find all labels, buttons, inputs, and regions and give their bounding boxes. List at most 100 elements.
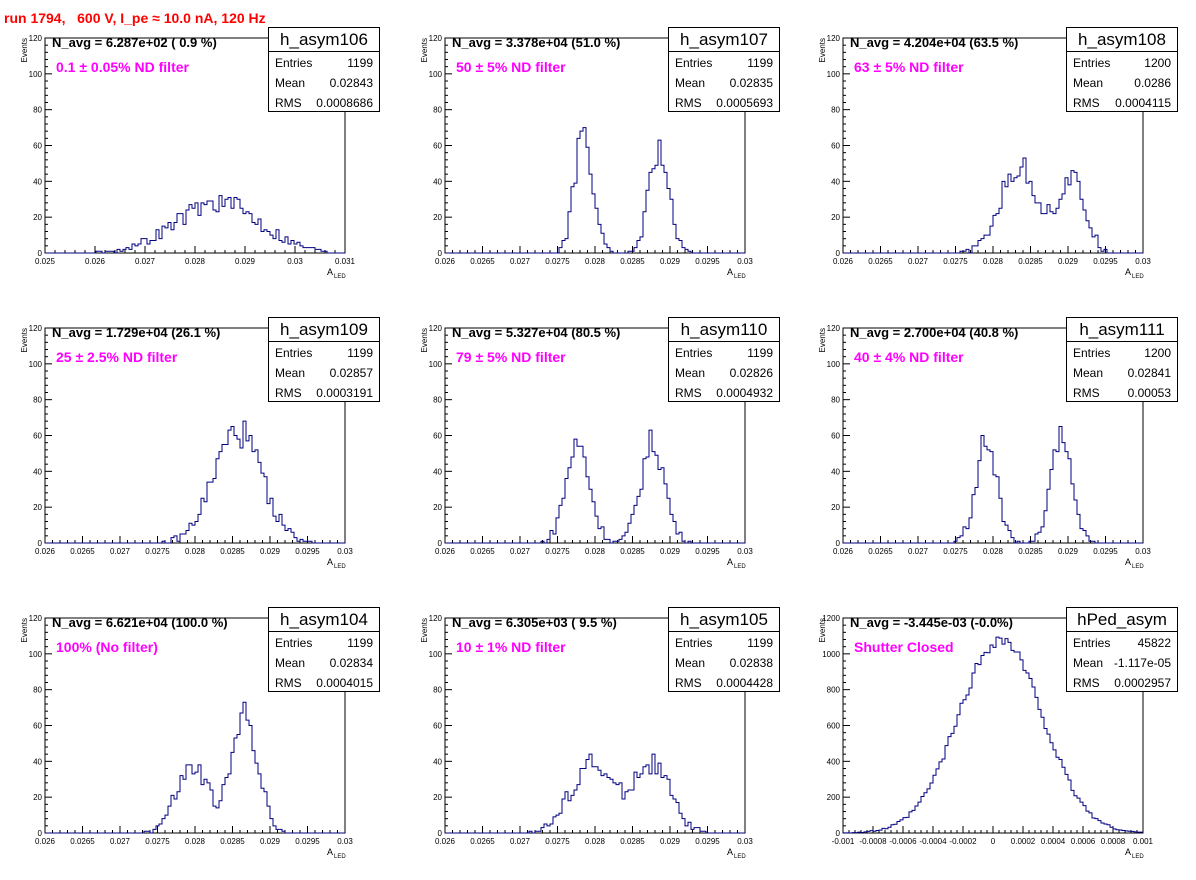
stats-value: 0.0008686 [316, 96, 373, 110]
y-tick-label: 1200 [822, 614, 840, 623]
stats-value: 1200 [1144, 346, 1171, 360]
stats-value: 1199 [747, 636, 773, 650]
stats-row-entries: Entries 1200 [1073, 343, 1171, 363]
x-tick-label: 0.027 [110, 547, 131, 556]
stats-value: 0.02826 [729, 366, 773, 380]
y-tick-label: 40 [33, 177, 42, 186]
x-tick-label: 0.026 [85, 257, 106, 266]
stats-key: Entries [675, 56, 713, 70]
y-tick-label: 600 [827, 722, 841, 731]
stats-box: h_asym105 Entries 1199 Mean 0.02838 RMS 0.0004… [668, 607, 780, 692]
x-tick-label: 0.028 [983, 257, 1004, 266]
y-tick-label: 100 [429, 360, 443, 369]
x-axis-subscript: LED [734, 854, 746, 860]
y-tick-label: 20 [33, 503, 42, 512]
stats-key: Entries [275, 346, 313, 360]
x-tick-label: 0.0285 [620, 547, 645, 556]
x-tick-label: -0.0004 [919, 837, 947, 846]
y-tick-label: 80 [831, 106, 840, 115]
stats-box: h_asym108 Entries 1200 Mean 0.0286 RMS 0.00041… [1066, 27, 1178, 112]
x-axis-subscript: LED [734, 274, 746, 280]
y-tick-label: 0 [438, 539, 443, 548]
x-tick-label: 0.0265 [868, 257, 893, 266]
histogram-name: h_asym106 [269, 28, 379, 52]
y-tick-label: 80 [433, 686, 442, 695]
navg-label: N_avg = 5.327e+04 (80.5 %) [452, 325, 621, 340]
stats-key: Mean [275, 656, 306, 670]
x-tick-label: 0.029 [260, 547, 281, 556]
stats-key: RMS [675, 386, 702, 400]
histogram-plot: 0.026 0.0265 0.027 0.0275 0.028 0.0285 0.029 0.… [20, 324, 353, 570]
x-tick-label: 0.0004 [1041, 837, 1066, 846]
y-tick-label: 20 [831, 503, 840, 512]
stats-box: h_asym110 Entries 1199 Mean 0.02826 RMS 0.0004… [668, 317, 780, 402]
stats-row-mean: Mean 0.02826 [675, 363, 773, 383]
stats-value: 0.02841 [1127, 366, 1171, 380]
x-tick-label: 0.03 [337, 547, 353, 556]
x-tick-label: 0.03 [1135, 547, 1151, 556]
x-tick-label: -0.0006 [889, 837, 917, 846]
y-tick-label: 80 [831, 396, 840, 405]
y-tick-label: 60 [33, 432, 42, 441]
y-tick-label: 100 [429, 70, 443, 79]
stats-value: 0.02835 [729, 76, 773, 90]
y-tick-label: 60 [33, 142, 42, 151]
filter-note: Shutter Closed [854, 639, 954, 655]
navg-label: N_avg = 4.204e+04 (63.5 %) [850, 35, 1019, 50]
histogram-panel-h_asym111: 0.026 0.0265 0.027 0.0275 0.028 0.0285 0.029 0.… [798, 317, 1178, 590]
stats-row-entries: Entries 45822 [1073, 633, 1171, 653]
stats-row-rms: RMS 0.0004428 [675, 673, 773, 693]
histogram-plot: 0.026 0.0265 0.027 0.0275 0.028 0.0285 0.029 0.… [818, 324, 1151, 570]
navg-label: N_avg = 6.621e+04 (100.0 %) [52, 615, 228, 630]
navg-label: N_avg = 1.729e+04 (26.1 %) [52, 325, 221, 340]
stats-key: Mean [275, 76, 306, 90]
stats-value: 0.0286 [1134, 76, 1171, 90]
stats-row-rms: RMS 0.0002957 [1073, 673, 1171, 693]
histogram-panel-h_asym104: 0.026 0.0265 0.027 0.0275 0.028 0.0285 0.029 0.… [0, 607, 380, 880]
y-axis-title: Events [20, 618, 29, 642]
stats-value: 45822 [1137, 636, 1171, 650]
x-tick-label: 0.0275 [545, 837, 570, 846]
histogram-panel-h_asym106: 0.025 0.026 0.027 0.028 0.029 0.03 0.031 0 20 40 6… [0, 27, 380, 300]
y-tick-label: 100 [29, 70, 43, 79]
y-axis-title: Events [20, 328, 29, 352]
stats-row-rms: RMS 0.0003191 [275, 383, 373, 403]
x-axis-title: A [727, 557, 733, 567]
x-tick-label: 0.027 [510, 257, 531, 266]
filter-note: 25 ± 2.5% ND filter [56, 349, 178, 365]
y-tick-label: 60 [433, 432, 442, 441]
y-axis-title: Events [420, 38, 429, 62]
y-tick-label: 0 [836, 539, 841, 548]
stats-key: RMS [275, 386, 302, 400]
y-tick-label: 120 [29, 34, 43, 43]
x-axis-subscript: LED [334, 854, 346, 860]
x-tick-label: 0.03 [337, 837, 353, 846]
x-tick-label: 0.0265 [868, 547, 893, 556]
x-tick-label: -0.0002 [949, 837, 977, 846]
histogram-name: h_asym109 [269, 318, 379, 342]
navg-label: N_avg = 3.378e+04 (51.0 %) [452, 35, 621, 50]
x-tick-label: 0.03 [287, 257, 303, 266]
histogram-plot: 0.026 0.0265 0.027 0.0275 0.028 0.0285 0.029 0.… [818, 34, 1151, 280]
x-axis-subscript: LED [1132, 854, 1144, 860]
y-tick-label: 80 [33, 686, 42, 695]
stats-row-entries: Entries 1199 [275, 633, 373, 653]
stats-row-entries: Entries 1199 [675, 343, 773, 363]
stats-row-entries: Entries 1200 [1073, 53, 1171, 73]
navg-label: N_avg = 6.305e+03 ( 9.5 %) [452, 615, 617, 630]
x-tick-label: 0.0002 [1011, 837, 1036, 846]
y-tick-label: 120 [827, 324, 841, 333]
stats-box: h_asym107 Entries 1199 Mean 0.02835 RMS 0.0005… [668, 27, 780, 112]
histogram-name: h_asym107 [669, 28, 779, 52]
stats-value: 1200 [1144, 56, 1171, 70]
stats-key: Entries [1073, 636, 1111, 650]
x-axis-subscript: LED [1132, 274, 1144, 280]
x-axis-title: A [327, 557, 333, 567]
stats-row-entries: Entries 1199 [275, 343, 373, 363]
x-tick-label: 0.029 [1058, 257, 1079, 266]
x-tick-label: 0.028 [983, 547, 1004, 556]
y-tick-label: 20 [433, 503, 442, 512]
stats-key: RMS [275, 676, 302, 690]
y-tick-label: 120 [429, 614, 443, 623]
y-tick-label: 100 [29, 360, 43, 369]
